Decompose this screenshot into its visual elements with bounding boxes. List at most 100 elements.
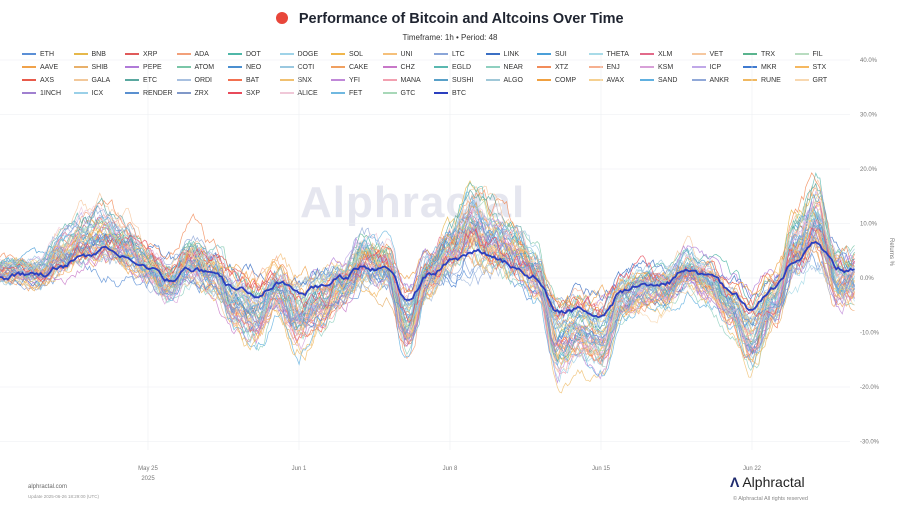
legend-item-gala[interactable]: GALA <box>73 76 110 86</box>
legend-item-sol[interactable]: SOL <box>331 50 363 60</box>
legend-item-icx[interactable]: ICX <box>73 89 103 99</box>
legend-swatch <box>279 66 294 68</box>
legend-item-neo[interactable]: NEO <box>228 63 261 73</box>
legend-item-zrx[interactable]: ZRX <box>176 89 209 99</box>
legend-item-dot[interactable]: DOT <box>228 50 261 60</box>
legend-label: BAT <box>246 77 260 84</box>
legend-item-trx[interactable]: TRX <box>743 50 775 60</box>
legend-swatch <box>588 53 603 55</box>
legend-item-doge[interactable]: DOGE <box>279 50 318 60</box>
legend-swatch <box>382 79 397 81</box>
legend-swatch <box>794 79 809 81</box>
legend-swatch <box>279 53 294 55</box>
legend-item-coti[interactable]: COTI <box>279 63 314 73</box>
legend-item-vet[interactable]: VET <box>691 50 723 60</box>
legend-item-comp[interactable]: COMP <box>537 76 576 86</box>
legend-swatch <box>743 66 757 68</box>
legend-item-xtz[interactable]: XTZ <box>537 63 568 73</box>
legend-label: THETA <box>606 51 629 58</box>
legend-item-ksm[interactable]: KSM <box>640 63 673 73</box>
legend-item-cake[interactable]: CAKE <box>331 63 368 73</box>
legend-label: SUI <box>555 51 567 58</box>
legend-swatch <box>691 53 706 55</box>
legend-label: ALICE <box>297 90 318 97</box>
legend-label: SXP <box>246 90 261 97</box>
legend-item-1inch[interactable]: 1INCH <box>22 89 61 99</box>
legend-item-etc[interactable]: ETC <box>125 76 157 86</box>
legend-item-near[interactable]: NEAR <box>485 63 523 73</box>
legend-item-sushi[interactable]: SUSHI <box>434 76 473 86</box>
legend-label: GRT <box>812 77 828 84</box>
legend-item-stx[interactable]: STX <box>794 63 827 73</box>
legend-label: XTZ <box>555 64 569 71</box>
legend-swatch <box>485 79 500 81</box>
legend-label: SHIB <box>91 64 108 71</box>
legend-item-egld[interactable]: EGLD <box>434 63 471 73</box>
legend-swatch <box>176 79 191 81</box>
legend-item-fil[interactable]: FIL <box>794 50 823 60</box>
legend-item-sxp[interactable]: SXP <box>228 89 260 99</box>
legend-item-xlm[interactable]: XLM <box>640 50 672 60</box>
legend-item-shib[interactable]: SHIB <box>73 63 108 73</box>
legend-label: NEO <box>246 64 262 71</box>
legend-item-alice[interactable]: ALICE <box>279 89 318 99</box>
legend-label: ORDI <box>194 77 213 84</box>
legend-label: ENJ <box>606 64 620 71</box>
legend-item-aave[interactable]: AAVE <box>22 63 58 73</box>
footer-site[interactable]: alphractal.com <box>28 484 68 490</box>
legend-label: PEPE <box>143 64 162 71</box>
legend-swatch <box>22 79 36 81</box>
legend-label: ICP <box>709 64 722 71</box>
legend-item-mkr[interactable]: MKR <box>743 63 777 73</box>
legend-item-ankr[interactable]: ANKR <box>691 76 729 86</box>
legend-swatch <box>537 79 551 81</box>
legend-item-theta[interactable]: THETA <box>588 50 629 60</box>
legend-item-render[interactable]: RENDER <box>125 89 173 99</box>
legend-item-mana[interactable]: MANA <box>382 76 421 86</box>
legend-swatch <box>434 53 448 55</box>
legend-label: ADA <box>194 51 209 58</box>
legend-label: YFI <box>349 77 360 84</box>
title-row: Performance of Bitcoin and Altcoins Over… <box>0 10 900 28</box>
legend-item-icp[interactable]: ICP <box>691 63 722 73</box>
legend-item-btc[interactable]: BTC <box>434 89 466 99</box>
legend-item-xrp[interactable]: XRP <box>125 50 157 60</box>
legend-label: RUNE <box>761 77 781 84</box>
legend-label: STX <box>812 64 827 71</box>
legend-item-yfi[interactable]: YFI <box>331 76 360 86</box>
legend-item-bnb[interactable]: BNB <box>73 50 106 60</box>
legend-item-enj[interactable]: ENJ <box>588 63 620 73</box>
legend-item-uni[interactable]: UNI <box>382 50 413 60</box>
legend-item-sand[interactable]: SAND <box>640 76 677 86</box>
legend-label: XRP <box>143 51 158 58</box>
legend-item-ordi[interactable]: ORDI <box>176 76 213 86</box>
legend-item-fet[interactable]: FET <box>331 89 362 99</box>
legend-item-bat[interactable]: BAT <box>228 76 259 86</box>
legend-item-axs[interactable]: AXS <box>22 76 54 86</box>
legend-item-link[interactable]: LINK <box>485 50 519 60</box>
legend-item-algo[interactable]: ALGO <box>485 76 523 86</box>
legend-item-snx[interactable]: SNX <box>279 76 312 86</box>
legend-item-chz[interactable]: CHZ <box>382 63 415 73</box>
legend-item-sui[interactable]: SUI <box>537 50 567 60</box>
legend-item-rune[interactable]: RUNE <box>743 76 781 86</box>
y-tick-label: 0.0% <box>860 276 874 282</box>
legend-item-ada[interactable]: ADA <box>176 50 209 60</box>
legend-item-gtc[interactable]: GTC <box>382 89 415 99</box>
legend-item-avax[interactable]: AVAX <box>588 76 624 86</box>
legend-swatch <box>73 79 88 81</box>
axis-layer: 40.0% 30.0% 20.0% 10.0% 0.0% -10.0% -20.0% -30.… <box>138 58 894 482</box>
legend-item-eth[interactable]: ETH <box>22 50 54 60</box>
legend-swatch <box>382 53 397 55</box>
series-line-grt <box>0 200 855 373</box>
legend-item-atom[interactable]: ATOM <box>176 63 214 73</box>
legend-swatch <box>537 53 551 55</box>
legend-swatch <box>434 79 448 81</box>
legend-label: DOT <box>246 51 261 58</box>
legend-swatch <box>640 66 654 68</box>
legend-item-grt[interactable]: GRT <box>794 76 828 86</box>
legend-item-ltc[interactable]: LTC <box>434 50 465 60</box>
legend-item-pepe[interactable]: PEPE <box>125 63 162 73</box>
legend-swatch <box>176 92 191 94</box>
legend-swatch <box>485 66 500 68</box>
